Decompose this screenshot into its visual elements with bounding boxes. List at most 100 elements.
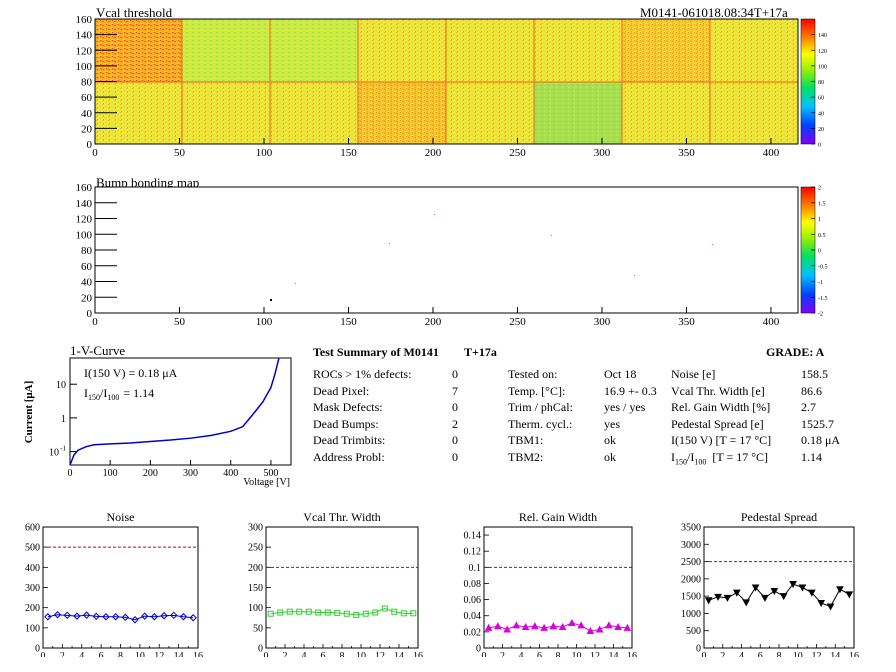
summary-value: 0: [452, 367, 458, 381]
data-point: [141, 612, 149, 620]
vcal-xtick: 100: [256, 147, 273, 159]
summary-row: TBM1: ok: [508, 433, 658, 450]
iv-xtick: 200: [143, 468, 158, 479]
summary-label: Temp. [°C]:: [508, 383, 566, 398]
bump-xtick: 150: [340, 316, 357, 328]
summary-label: Trim / phCal:: [508, 400, 573, 414]
summary-value: 1525.7: [801, 416, 834, 431]
summary-label: Vcal Thr. Width [e]: [671, 383, 765, 398]
data-point: [714, 593, 722, 601]
data-point: [614, 622, 622, 631]
summary-row: Noise [e] 158.5: [671, 367, 861, 384]
data-point: [315, 609, 322, 616]
trend-xtick: 0: [41, 651, 46, 657]
trend-ytick: 3000: [681, 540, 701, 551]
vcal-xtick: 50: [174, 147, 186, 159]
trend-xtick: 4: [519, 651, 524, 657]
data-point: [121, 613, 130, 622]
data-point: [577, 621, 585, 629]
iv-xtick: 100: [103, 468, 118, 479]
trend-ytick: 50: [253, 623, 263, 634]
iv-xlabel: Voltage [V]: [243, 477, 290, 488]
summary-value: yes: [604, 416, 620, 431]
iv-annot2: I150/I100 = 1.14: [84, 386, 154, 402]
data-point: [63, 611, 71, 620]
palette-tick: 80: [818, 80, 824, 86]
trend-ytick: 0: [696, 644, 701, 655]
trend-xtick: 10: [572, 651, 582, 657]
bump-ytick: 0: [87, 308, 93, 320]
summary-col1: ROCs > 1% defects: 0 Dead Pixel: 7 Mask Defe…: [313, 367, 458, 466]
data-point: [704, 597, 713, 605]
trend-ytick: 200: [248, 563, 263, 574]
data-point: [531, 622, 539, 630]
summary-label: Dead Bumps:: [313, 416, 379, 431]
bump-ytick: 80: [81, 245, 93, 257]
data-point: [512, 621, 521, 629]
summary-title: Test Summary of M0141: [313, 345, 439, 359]
trend-xtick: 4: [302, 651, 307, 657]
summary-value: 2.7: [801, 400, 816, 414]
vcal-ytick: 60: [81, 92, 93, 104]
data-point: [73, 612, 81, 620]
bump-xtick: 300: [594, 316, 611, 328]
bump-ytick: 40: [81, 277, 93, 289]
data-point: [44, 613, 52, 621]
summary-value: 7: [452, 383, 458, 398]
data-point: [484, 623, 493, 631]
summary-row: Pedestal Spread [e] 1525.7: [671, 417, 861, 434]
trend-ytick: 0.12: [464, 547, 482, 558]
trend-xtick: 14: [394, 651, 404, 657]
trend-ytick: 600: [25, 523, 40, 534]
trend-xtick: 10: [135, 651, 145, 657]
bump-xtick: 100: [256, 316, 273, 328]
trend-ytick: 0.02: [464, 627, 482, 638]
bump-ytick: 120: [76, 214, 93, 226]
trend-chart-title: Noise: [107, 510, 135, 524]
palette-tick: 120: [818, 49, 827, 55]
data-point: [845, 591, 854, 599]
trend-ytick: 300: [25, 583, 40, 594]
data-point: [179, 613, 188, 621]
summary-label: TBM1:: [508, 433, 544, 447]
data-point: [92, 612, 100, 621]
trend-xtick: 12: [590, 651, 600, 657]
data-point: [160, 612, 168, 620]
data-point: [305, 608, 312, 615]
grade: GRADE: A: [766, 345, 825, 359]
data-point: [170, 611, 178, 620]
data-point: [334, 609, 341, 616]
trend-ytick: 2000: [681, 574, 701, 585]
data-point: [751, 584, 760, 592]
data-point: [324, 609, 331, 616]
data-point: [82, 611, 91, 619]
vcal-xtick: 400: [763, 147, 780, 159]
palette-tick: 60: [818, 96, 824, 102]
summary-value: 158.5: [801, 367, 828, 381]
palette-tick: 1: [818, 217, 821, 223]
series-line: [47, 614, 194, 621]
trend-ytick: 0: [258, 644, 263, 655]
palette-tick: 40: [818, 111, 824, 117]
data-point: [742, 599, 751, 607]
trend-ytick: 400: [25, 563, 40, 574]
data-point: [723, 594, 732, 602]
bump-xtick: 200: [425, 316, 442, 328]
summary-row: I150/I100 [T = 17 °C] 1.14: [671, 450, 861, 467]
trend-xtick: 8: [777, 651, 782, 657]
iv-title: 1-V-Curve: [70, 343, 126, 358]
bump-xtick: 250: [509, 316, 526, 328]
vcal-ytick: 120: [76, 45, 93, 57]
trend-xtick: 12: [812, 651, 822, 657]
trend-chart-title: Pedestal Spread: [741, 510, 817, 524]
vcal-xtick: 250: [509, 147, 526, 159]
data-point: [540, 623, 548, 631]
iv-xtick: 400: [223, 468, 238, 479]
trend-xtick: 10: [356, 651, 366, 657]
summary-row: Trim / phCal: yes / yes: [508, 400, 658, 417]
data-point: [595, 625, 604, 633]
iv-ytick: 10: [49, 448, 59, 459]
palette-tick: -1: [818, 280, 823, 286]
summary-value: yes / yes: [604, 400, 646, 414]
data-point: [410, 610, 417, 617]
